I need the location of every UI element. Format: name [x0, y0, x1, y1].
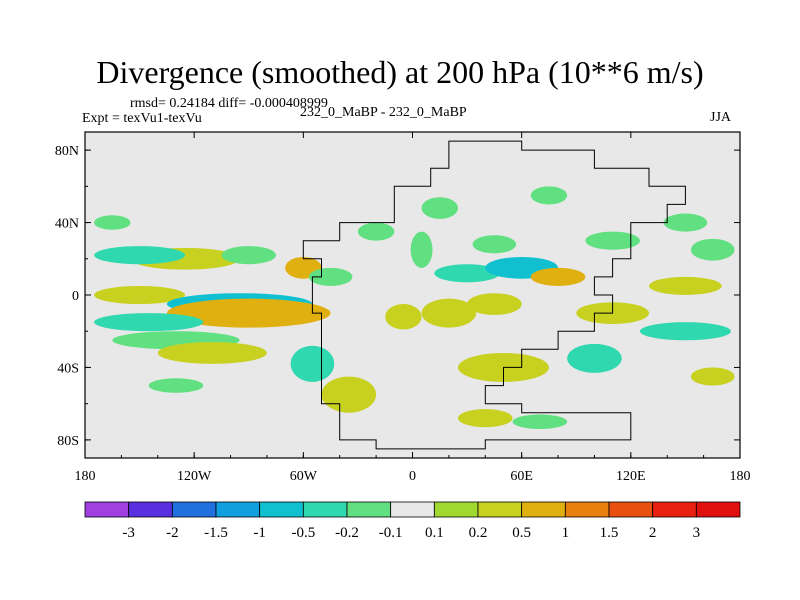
- colorbar-swatch-11: [564, 501, 610, 518]
- colorbar-label-13: 3: [693, 525, 701, 541]
- field-blob-33: [663, 213, 708, 232]
- colorbar-label-0: -3: [122, 525, 135, 541]
- colorbar-swatch-0: [84, 501, 130, 518]
- colorbar-swatch-12: [608, 501, 654, 518]
- field-blob-16: [434, 264, 500, 283]
- field-blob-19: [467, 293, 522, 315]
- y-tick-label-0: 80N: [55, 144, 79, 159]
- field-blob-30: [421, 197, 458, 219]
- y-tick-label-2: 0: [72, 289, 79, 304]
- colorbar-swatch-5: [302, 501, 348, 518]
- region-outline: [302, 140, 686, 450]
- x-tick-label-0: 180: [75, 469, 96, 484]
- colorbar-swatch-7: [390, 501, 435, 518]
- rmsd-label: rmsd= 0.24184 diff= -0.000408999: [130, 96, 328, 111]
- field-blob-28: [690, 367, 735, 386]
- field-blob-21: [457, 409, 513, 428]
- field-blob-36: [308, 267, 353, 286]
- field-blob-24: [567, 343, 622, 373]
- colorbar-label-6: -0.1: [379, 525, 403, 541]
- colorbar-swatch-3: [215, 501, 261, 518]
- field-blob-14: [421, 298, 477, 328]
- field-blob-7: [94, 313, 204, 332]
- field-blob-15: [410, 231, 433, 268]
- field-blob-22: [512, 414, 568, 430]
- field-blob-6: [166, 298, 331, 328]
- y-tick-label-1: 40N: [55, 217, 79, 232]
- field-blob-9: [157, 342, 267, 364]
- colorbar-swatch-6: [346, 501, 392, 518]
- colorbar-swatch-1: [128, 501, 173, 518]
- y-tick-label-4: 80S: [57, 434, 79, 449]
- colorbar-swatch-13: [652, 501, 697, 518]
- colorbar-label-11: 1.5: [600, 525, 619, 541]
- expt-label: Expt = texVu1-texVu: [82, 111, 202, 126]
- y-tick-label-3: 40S: [57, 361, 79, 376]
- x-tick-label-2: 60W: [290, 469, 318, 484]
- map-axes: 180 120W 60W 0 60E 120E 180 80N 40N 0 40S 80S: [55, 132, 751, 484]
- field-blob-4: [94, 285, 186, 305]
- colorbar-swatch-2: [171, 501, 217, 518]
- field-blob-29: [690, 238, 735, 261]
- field-blob-10: [148, 378, 204, 393]
- field-blob-34: [94, 215, 131, 230]
- colorbar-swatch-14: [695, 501, 741, 518]
- colorbar-swatch-10: [521, 501, 566, 518]
- colorbar-label-9: 0.5: [512, 525, 531, 541]
- field-blob-2: [221, 246, 277, 265]
- colorbar-label-5: -0.2: [335, 525, 359, 541]
- colorbar-label-12: 2: [649, 525, 657, 541]
- x-tick-label-6: 180: [730, 469, 751, 484]
- field-blob-12: [321, 376, 377, 413]
- field-blob-11: [290, 345, 335, 382]
- colorbar-label-4: -0.5: [291, 525, 315, 541]
- colorbar-label-8: 0.2: [469, 525, 488, 541]
- colorbar-label-3: -1: [253, 525, 266, 541]
- colorbar-swatch-8: [433, 501, 479, 518]
- field-blob-13: [385, 304, 422, 330]
- field-blob-26: [649, 276, 722, 296]
- field-blob-35: [357, 222, 395, 241]
- x-tick-label-5: 120E: [616, 469, 646, 484]
- chart-title: Divergence (smoothed) at 200 hPa (10**6 …: [96, 54, 704, 90]
- field-blob-27: [639, 322, 731, 341]
- map-field: [84, 131, 741, 459]
- field-blob-32: [530, 186, 568, 205]
- field-blob-1: [94, 246, 186, 265]
- field-blob-25: [585, 231, 640, 250]
- colorbar-swatch-4: [259, 501, 304, 518]
- colorbar-label-10: 1: [562, 525, 570, 541]
- colorbar-swatch-9: [477, 501, 523, 518]
- x-tick-label-3: 0: [409, 469, 416, 484]
- colorbar: -3 -2 -1.5 -1 -0.5 -0.2 -0.1 0.1 0.2 0.5 1 1.5 2 3: [84, 501, 741, 541]
- colorbar-label-2: -1.5: [204, 525, 228, 541]
- case-label: 232_0_MaBP - 232_0_MaBP: [300, 105, 467, 120]
- colorbar-label-7: 0.1: [425, 525, 444, 541]
- x-tick-label-4: 60E: [510, 469, 533, 484]
- season-label: JJA: [710, 110, 732, 125]
- field-blob-31: [472, 235, 517, 254]
- field-blob-18: [530, 267, 586, 286]
- colorbar-label-1: -2: [166, 525, 179, 541]
- x-tick-label-1: 120W: [177, 469, 212, 484]
